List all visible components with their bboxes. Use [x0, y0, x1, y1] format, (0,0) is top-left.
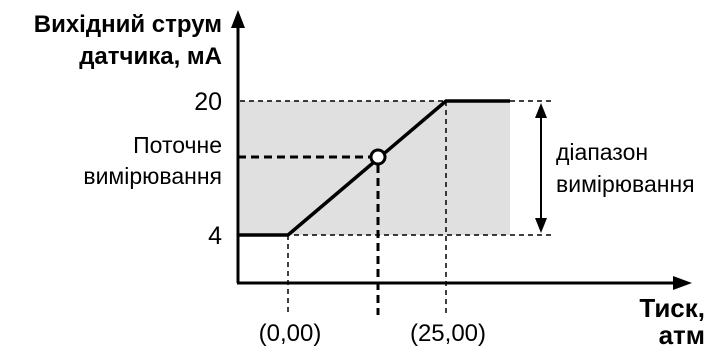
y-axis-label-line2: датчика, мА — [79, 43, 222, 70]
current-measurement-line1: Поточне — [133, 132, 222, 158]
range-arrow-bottom — [535, 218, 547, 233]
svg-text:Вихідний струм: Вихідний струм — [34, 11, 222, 38]
x-tick-25: (25,00) — [410, 320, 486, 347]
current-point-marker — [369, 148, 387, 166]
x-axis-arrow — [673, 276, 692, 290]
measurement-range-band — [240, 101, 510, 235]
y-axis-arrow — [231, 10, 245, 28]
range-label-line2: вимірювання — [556, 171, 695, 197]
x-axis-label-line2: атм — [659, 320, 705, 350]
y-tick-4: 4 — [208, 222, 222, 250]
x-axis-label-line1: Тиск, — [639, 293, 705, 323]
x-tick-0: (0,00) — [259, 320, 322, 347]
current-measurement-line2: вимірювання — [83, 163, 222, 189]
range-label-line1: діапазон — [556, 139, 648, 165]
characteristic-line — [238, 99, 510, 237]
range-arrow-top — [535, 103, 547, 118]
y-tick-20: 20 — [194, 88, 222, 116]
svg-text:датчика, мА: датчика, мА — [79, 43, 222, 70]
y-axis-label-line1: Вихідний струм — [34, 11, 222, 38]
